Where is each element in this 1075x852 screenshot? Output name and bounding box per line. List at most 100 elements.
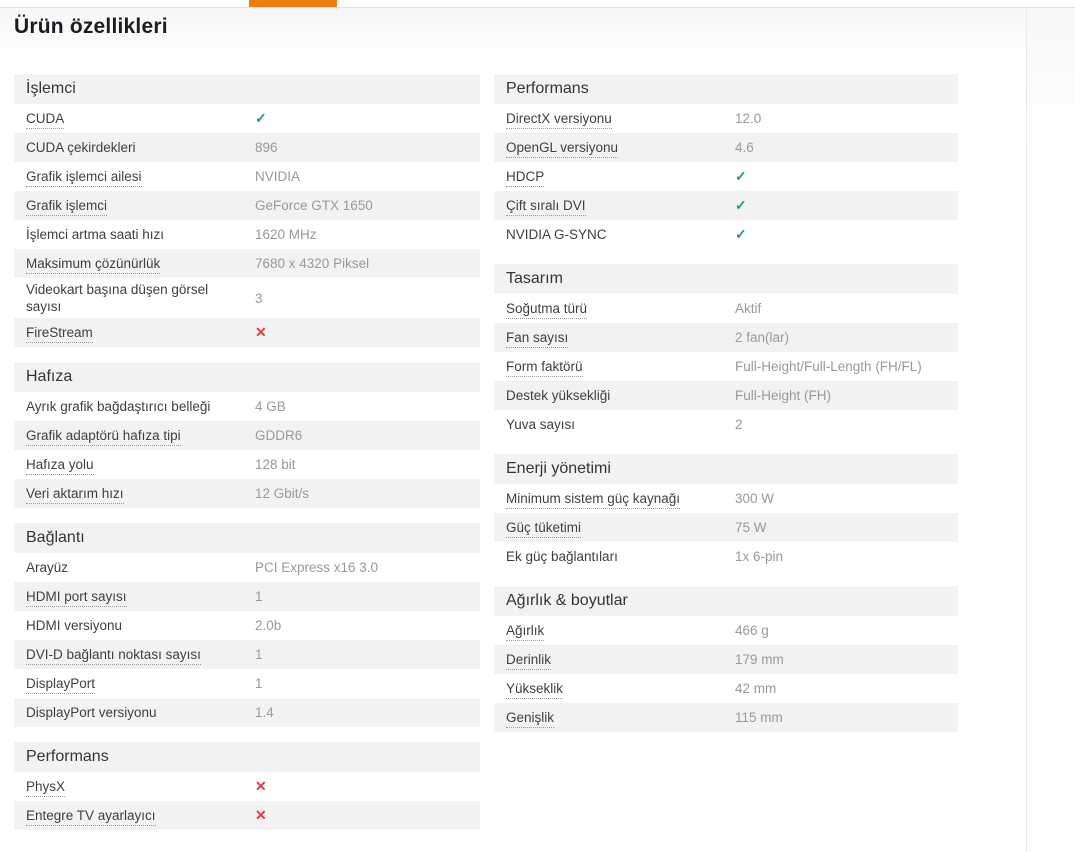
spec-row: Form faktörü Full-Height/Full-Length (FH/… (494, 352, 958, 381)
spec-value: 1.4 (255, 705, 274, 720)
spec-label: Minimum sistem güç kaynağı (506, 490, 735, 509)
spec-term-tooltip-link[interactable]: DirectX versiyonu (506, 111, 612, 129)
spec-row: Yuva sayısı 2 (494, 410, 958, 439)
cross-icon: ✕ (255, 807, 267, 823)
spec-label: HDMI versiyonu (26, 617, 255, 634)
spec-term-tooltip-link[interactable]: Minimum sistem güç kaynağı (506, 491, 681, 509)
spec-term-tooltip-link[interactable]: OpenGL versiyonu (506, 140, 619, 158)
spec-row: Videokart başına düşen görsel sayısı 3 (14, 278, 480, 318)
section-title: Hafıza (14, 362, 480, 392)
spec-label: Maksimum çözünürlük (26, 255, 255, 274)
spec-label: Çift sıralı DVI (506, 197, 735, 216)
spec-value: 115 mm (735, 710, 783, 725)
spec-value: 300 W (735, 491, 775, 506)
spec-value: 75 W (735, 520, 767, 535)
spec-value: NVIDIA (255, 169, 301, 184)
spec-label: Grafik işlemci ailesi (26, 168, 255, 187)
spec-label: Soğutma türü (506, 300, 735, 319)
spec-column-left: İşlemci CUDA ✓ CUDA çekirdekleri 896 Grafik i… (14, 74, 480, 845)
spec-term-tooltip-link[interactable]: Ağırlık (506, 623, 545, 641)
spec-term-tooltip-link[interactable]: PhysX (26, 779, 66, 797)
spec-value: 896 (255, 140, 278, 155)
spec-term-tooltip-link[interactable]: HDCP (506, 169, 545, 187)
spec-row: Ek güç bağlantıları 1x 6-pin (494, 542, 958, 571)
spec-term-tooltip-link[interactable]: Güç tüketimi (506, 520, 582, 538)
spec-term-tooltip-link[interactable]: CUDA (26, 111, 65, 129)
spec-term-tooltip-link[interactable]: Grafik adaptörü hafıza tipi (26, 428, 181, 446)
spec-row: Güç tüketimi 75 W (494, 513, 958, 542)
spec-row: Maksimum çözünürlük 7680 x 4320 Piksel (14, 249, 480, 278)
section-title: Enerji yönetimi (494, 454, 958, 484)
spec-value: 4 GB (255, 399, 286, 414)
spec-term-tooltip-link[interactable]: Hafıza yolu (26, 457, 94, 475)
spec-label: Ağırlık (506, 622, 735, 641)
spec-label: Ayrık grafik bağdaştırıcı belleği (26, 398, 255, 415)
spec-term-tooltip-link[interactable]: Grafik işlemci ailesi (26, 169, 142, 187)
spec-row: HDMI versiyonu 2.0b (14, 611, 480, 640)
spec-label: FireStream (26, 324, 255, 343)
spec-section: İşlemci CUDA ✓ CUDA çekirdekleri 896 Grafik i… (14, 74, 480, 347)
spec-row: DirectX versiyonu 12.0 (494, 104, 958, 133)
spec-value: 179 mm (735, 652, 784, 667)
spec-term-tooltip-link[interactable]: FireStream (26, 325, 93, 343)
spec-term: Destek yüksekliği (506, 388, 611, 403)
spec-row: Entegre TV ayarlayıcı ✕ (14, 801, 480, 830)
spec-term-tooltip-link[interactable]: Soğutma türü (506, 301, 588, 319)
spec-row: Çift sıralı DVI ✓ (494, 191, 958, 220)
spec-value: 12 Gbit/s (255, 486, 310, 501)
spec-term: HDMI versiyonu (26, 618, 123, 633)
spec-term-tooltip-link[interactable]: Çift sıralı DVI (506, 198, 586, 216)
spec-label: Entegre TV ayarlayıcı (26, 807, 255, 826)
spec-value: 7680 x 4320 Piksel (255, 256, 370, 271)
section-title: Tasarım (494, 264, 958, 294)
spec-label: Form faktörü (506, 358, 735, 377)
spec-term-tooltip-link[interactable]: Entegre TV ayarlayıcı (26, 808, 156, 826)
spec-term: DisplayPort versiyonu (26, 705, 157, 720)
spec-term-tooltip-link[interactable]: Form faktörü (506, 359, 583, 377)
spec-term-tooltip-link[interactable]: Grafik işlemci (26, 198, 108, 216)
spec-value: 12.0 (735, 111, 762, 126)
spec-term-tooltip-link[interactable]: Maksimum çözünürlük (26, 256, 161, 274)
spec-label: Arayüz (26, 559, 255, 576)
spec-row: HDMI port sayısı 1 (14, 582, 480, 611)
spec-term-tooltip-link[interactable]: Yükseklik (506, 681, 564, 699)
active-tab-indicator (249, 0, 337, 7)
spec-row: Grafik işlemci GeForce GTX 1650 (14, 191, 480, 220)
spec-row: Grafik işlemci ailesi NVIDIA (14, 162, 480, 191)
spec-term-tooltip-link[interactable]: Genişlik (506, 710, 555, 728)
spec-row: Arayüz PCI Express x16 3.0 (14, 553, 480, 582)
spec-term-tooltip-link[interactable]: Derinlik (506, 652, 552, 670)
spec-label: Ek güç bağlantıları (506, 548, 735, 565)
spec-term-tooltip-link[interactable]: HDMI port sayısı (26, 589, 127, 607)
spec-value: 2 fan(lar) (735, 330, 790, 345)
spec-value: PCI Express x16 3.0 (255, 560, 379, 575)
spec-label: Yuva sayısı (506, 416, 735, 433)
spec-term-tooltip-link[interactable]: DisplayPort (26, 676, 96, 694)
spec-term: NVIDIA G-SYNC (506, 227, 607, 242)
cross-icon: ✕ (255, 324, 267, 340)
spec-row: PhysX ✕ (14, 772, 480, 801)
spec-label: Yükseklik (506, 680, 735, 699)
spec-term-tooltip-link[interactable]: DVI-D bağlantı noktası sayısı (26, 647, 201, 665)
spec-row: FireStream ✕ (14, 318, 480, 347)
right-column-divider (1026, 8, 1075, 852)
spec-row: HDCP ✓ (494, 162, 958, 191)
spec-term: Videokart başına düşen görsel sayısı (26, 282, 209, 314)
spec-row: İşlemci artma saati hızı 1620 MHz (14, 220, 480, 249)
spec-label: Fan sayısı (506, 329, 735, 348)
spec-row: NVIDIA G-SYNC ✓ (494, 220, 958, 249)
spec-term-tooltip-link[interactable]: Veri aktarım hızı (26, 486, 124, 504)
spec-row: CUDA çekirdekleri 896 (14, 133, 480, 162)
spec-columns: İşlemci CUDA ✓ CUDA çekirdekleri 896 Grafik i… (0, 74, 1075, 845)
spec-row: Yükseklik 42 mm (494, 674, 958, 703)
spec-term-tooltip-link[interactable]: Fan sayısı (506, 330, 569, 348)
spec-section: Hafıza Ayrık grafik bağdaştırıcı belleği 4… (14, 362, 480, 508)
spec-term: Yuva sayısı (506, 417, 576, 432)
spec-label: Genişlik (506, 709, 735, 728)
spec-label: Grafik adaptörü hafıza tipi (26, 427, 255, 446)
spec-value: 2.0b (255, 618, 282, 633)
spec-row: Grafik adaptörü hafıza tipi GDDR6 (14, 421, 480, 450)
spec-row: Hafıza yolu 128 bit (14, 450, 480, 479)
check-icon: ✓ (735, 226, 747, 242)
spec-value: 1x 6-pin (735, 549, 784, 564)
